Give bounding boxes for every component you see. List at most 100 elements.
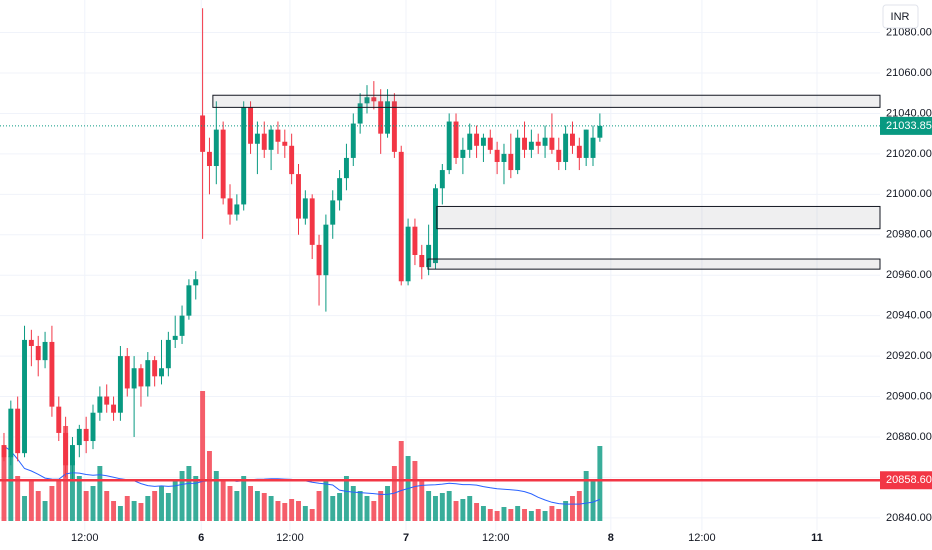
candle-body: [323, 224, 329, 276]
volume-bar: [28, 481, 34, 521]
zone: [427, 258, 881, 270]
candle-body: [1, 445, 7, 458]
volume-bar: [220, 481, 226, 521]
volume-bar: [234, 491, 240, 521]
volume-bar: [248, 486, 254, 521]
candle-body: [28, 339, 34, 346]
volume-bar: [350, 486, 356, 521]
volume-bar: [515, 506, 521, 521]
candle-body: [200, 115, 206, 152]
candle-body: [590, 137, 596, 158]
volume-bar: [343, 476, 349, 521]
candle-body: [337, 178, 343, 201]
volume-bar: [508, 509, 514, 521]
x-tick-label: 12:00: [71, 532, 99, 544]
candle-body: [275, 129, 281, 142]
candle-body: [76, 428, 82, 446]
candle-body: [56, 406, 62, 433]
volume-bar: [330, 496, 336, 521]
currency-box[interactable]: [882, 4, 919, 29]
level-label: 20858.60: [886, 474, 932, 486]
candle-body: [330, 200, 336, 225]
candle-body: [371, 97, 377, 102]
candle-body: [145, 360, 151, 387]
candle-body: [42, 341, 48, 361]
volume-bar: [15, 476, 21, 521]
y-tick-label: 21080.00: [886, 26, 932, 38]
candle-body: [289, 145, 295, 175]
candle-body: [49, 341, 55, 407]
volume-bar: [433, 496, 438, 521]
volume-bar: [186, 466, 192, 521]
volume-bar: [70, 461, 75, 521]
volume-bar: [323, 481, 329, 521]
volume-bar: [159, 486, 164, 521]
volume-bar: [117, 506, 123, 521]
y-tick-label: 20960.00: [886, 269, 932, 281]
candle-body: [446, 121, 452, 171]
volume-bar: [309, 509, 315, 521]
volume-bar: [22, 496, 27, 521]
x-tick-label: 12:00: [688, 532, 716, 544]
axes: 20840.0020860.0020880.0020900.0020920.00…: [71, 26, 932, 544]
volume-bar: [83, 491, 89, 521]
volume-bar: [522, 509, 527, 521]
candle-body: [213, 129, 219, 167]
x-tick-label: 11: [811, 532, 823, 544]
volume-bar: [412, 461, 418, 521]
volume-bar: [296, 501, 301, 521]
candle-body: [398, 151, 404, 282]
candle-body: [172, 335, 178, 340]
volume-bar: [474, 503, 480, 521]
candle-body: [385, 101, 390, 134]
candle-body: [453, 121, 459, 158]
candle-body: [535, 141, 541, 146]
volume-bar: [56, 481, 62, 521]
candle-body: [282, 141, 288, 146]
volume-bar: [200, 391, 206, 521]
volume-bar: [316, 491, 322, 521]
volume-bar: [206, 451, 212, 521]
currency[interactable]: INR: [891, 11, 910, 23]
volume-bar: [172, 481, 178, 521]
candle-body: [296, 174, 301, 219]
volume-bar: [152, 491, 158, 521]
volume-bar: [556, 509, 562, 521]
candle-body: [186, 285, 192, 316]
volume-bar: [337, 493, 343, 521]
candle-body: [433, 188, 438, 264]
candle-body: [343, 157, 349, 179]
candle-body: [583, 129, 589, 158]
candle-body: [515, 137, 521, 171]
volume-bar: [268, 496, 274, 521]
candle-body: [412, 226, 418, 255]
volume-bar: [453, 501, 459, 521]
volume-bar: [385, 486, 390, 521]
candle-body: [268, 129, 274, 150]
volume-bar: [419, 481, 425, 521]
candle-body: [117, 356, 123, 413]
volume-bar: [480, 506, 486, 521]
last-price-label: 21033.85: [886, 120, 932, 132]
volume-bar: [302, 506, 308, 521]
volume-bar: [241, 476, 247, 521]
volume-bar: [254, 491, 260, 521]
volume-bar: [439, 493, 445, 521]
volume-bar: [494, 511, 500, 521]
volume-bar: [35, 491, 41, 521]
y-tick-label: 20980.00: [886, 229, 932, 241]
volume-bar: [487, 509, 493, 521]
candle-body: [419, 254, 425, 268]
volume-bar: [570, 496, 575, 521]
candle-body: [302, 198, 308, 219]
last-price-box: [880, 116, 932, 135]
candle-body: [597, 125, 603, 138]
candle-body: [248, 107, 254, 144]
volume-bar: [275, 501, 281, 521]
volume-bar: [49, 486, 55, 521]
volume-pane: [1, 391, 603, 521]
candle-body: [152, 360, 158, 377]
candle-body: [460, 149, 466, 158]
candle-body: [159, 368, 164, 377]
volume-bar: [8, 456, 14, 521]
